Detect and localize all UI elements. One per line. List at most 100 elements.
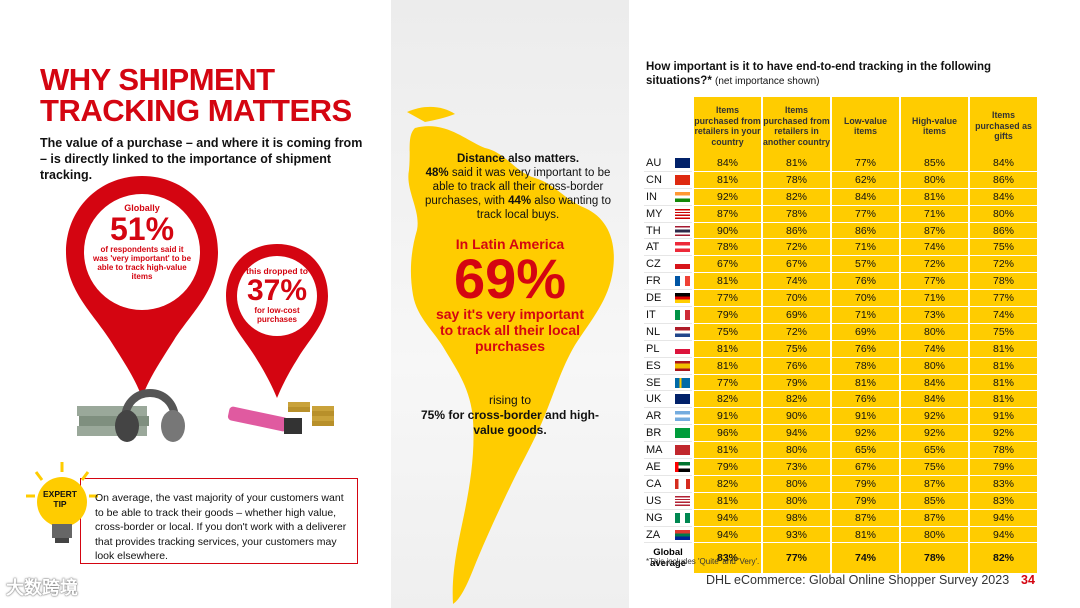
table-cell: 90%	[692, 222, 762, 240]
flag-cell	[672, 255, 693, 274]
flag-at-icon	[674, 242, 690, 253]
table-cell: 72%	[761, 238, 831, 257]
table-cell: 70%	[830, 289, 900, 308]
table-row-ma: MA 81% 80% 65% 65% 78%	[644, 441, 1037, 460]
table-cell: 72%	[899, 255, 969, 274]
global-average-cell: 82%	[968, 542, 1037, 574]
pin-big-label-top: Globally	[124, 203, 160, 213]
country-code: ES	[644, 357, 672, 375]
latam-block: In Latin America 69% say it's very impor…	[430, 236, 590, 354]
rising-value: 75% for cross-border and high-value good…	[420, 408, 600, 437]
table-cell: 74%	[899, 238, 969, 257]
table-cell: 77%	[968, 289, 1037, 308]
table-cell: 84%	[830, 188, 900, 206]
table-cell: 98%	[761, 509, 831, 527]
table-cell: 82%	[692, 390, 762, 409]
table-cell: 72%	[761, 323, 831, 341]
distance-pct-local: 44%	[508, 195, 532, 207]
table-cell: 79%	[968, 458, 1037, 476]
flag-fr-icon	[674, 276, 690, 287]
table-cell: 92%	[899, 407, 969, 426]
flag-au-icon	[674, 157, 690, 168]
table-cell: 91%	[968, 407, 1037, 426]
table-row-cz: CZ 67% 67% 57% 72% 72%	[644, 255, 1037, 274]
table-cell: 81%	[692, 492, 762, 510]
flag-th-icon	[674, 225, 690, 236]
table-cell: 80%	[968, 205, 1037, 223]
country-code: IN	[644, 188, 672, 206]
table-cell: 84%	[899, 374, 969, 392]
table-cell: 57%	[830, 255, 900, 274]
tracking-importance-table: Items purchased from retailers in your c…	[644, 97, 1037, 574]
lightbulb-icon	[26, 462, 98, 543]
table-body: AU 84% 81% 77% 85% 84% CN 81% 78% 62% 80% 86% IN 92% 8…	[644, 155, 1037, 574]
country-code: AR	[644, 407, 672, 426]
table-cell: 79%	[830, 492, 900, 510]
global-average-cell: 74%	[830, 542, 900, 574]
latam-value: 69%	[453, 247, 567, 310]
table-cell: 70%	[761, 289, 831, 308]
big-location-pin	[66, 176, 218, 398]
table-cell: 65%	[830, 441, 900, 460]
rising-label: rising to	[488, 393, 532, 407]
table-cell: 82%	[692, 475, 762, 493]
global-average-cell: 77%	[761, 542, 831, 574]
flag-cell	[672, 374, 693, 392]
global-average-label: Global average	[644, 542, 693, 574]
table-row-global-average: Global average 83% 77% 74% 78% 82%	[644, 542, 1037, 574]
table-cell: 80%	[899, 323, 969, 341]
flag-de-icon	[674, 293, 690, 304]
table-cell: 77%	[830, 205, 900, 223]
table-cell: 69%	[830, 323, 900, 341]
flag-pl-icon	[674, 343, 690, 354]
country-code: ZA	[644, 526, 672, 544]
table-cell: 76%	[830, 272, 900, 291]
flag-ng-icon	[674, 512, 690, 523]
table-cell: 87%	[692, 205, 762, 223]
flag-br-icon	[674, 428, 690, 439]
table-cell: 92%	[968, 424, 1037, 443]
flag-cell	[672, 171, 693, 189]
col-header-domestic: Items purchased from retailers in your c…	[692, 97, 762, 155]
expert-tip-box	[80, 478, 358, 564]
flag-it-icon	[674, 309, 690, 320]
table-cell: 78%	[761, 171, 831, 189]
country-code: AU	[644, 155, 672, 172]
table-cell: 76%	[830, 340, 900, 358]
table-cell: 84%	[968, 188, 1037, 206]
table-row-au: AU 84% 81% 77% 85% 84%	[644, 155, 1037, 172]
pin-big-value: 51%	[109, 211, 175, 247]
table-cell: 67%	[761, 255, 831, 274]
flag-cell	[672, 188, 693, 206]
table-cell: 81%	[761, 155, 831, 172]
table-cell: 79%	[692, 458, 762, 476]
table-row-de: DE 77% 70% 70% 71% 77%	[644, 289, 1037, 308]
table-cell: 86%	[968, 171, 1037, 189]
flag-cell	[672, 155, 693, 172]
country-code: IT	[644, 306, 672, 324]
table-cell: 71%	[830, 306, 900, 324]
table-cell: 74%	[968, 306, 1037, 324]
title-line-1: WHY SHIPMENT	[40, 62, 275, 97]
table-cell: 65%	[899, 441, 969, 460]
distance-heading: Distance also matters.	[456, 153, 580, 165]
table-cell: 80%	[899, 526, 969, 544]
col-header-international: Items purchased from retailers in anothe…	[761, 97, 831, 155]
distance-pct-cross-border: 48%	[425, 167, 449, 179]
question-note: (net importance shown)	[715, 76, 820, 87]
country-code: DE	[644, 289, 672, 308]
table-row-ae: AE 79% 73% 67% 75% 79%	[644, 458, 1037, 476]
flag-se-icon	[674, 377, 690, 388]
table-cell: 92%	[830, 424, 900, 443]
table-cell: 83%	[968, 492, 1037, 510]
table-cell: 81%	[830, 526, 900, 544]
country-code: US	[644, 492, 672, 510]
country-code: BR	[644, 424, 672, 443]
table-cell: 87%	[830, 509, 900, 527]
table-cell: 77%	[692, 289, 762, 308]
flag-nl-icon	[674, 326, 690, 337]
flag-ma-icon	[674, 445, 690, 456]
flag-my-icon	[674, 208, 690, 219]
table-row-it: IT 79% 69% 71% 73% 74%	[644, 306, 1037, 324]
country-code: MY	[644, 205, 672, 223]
